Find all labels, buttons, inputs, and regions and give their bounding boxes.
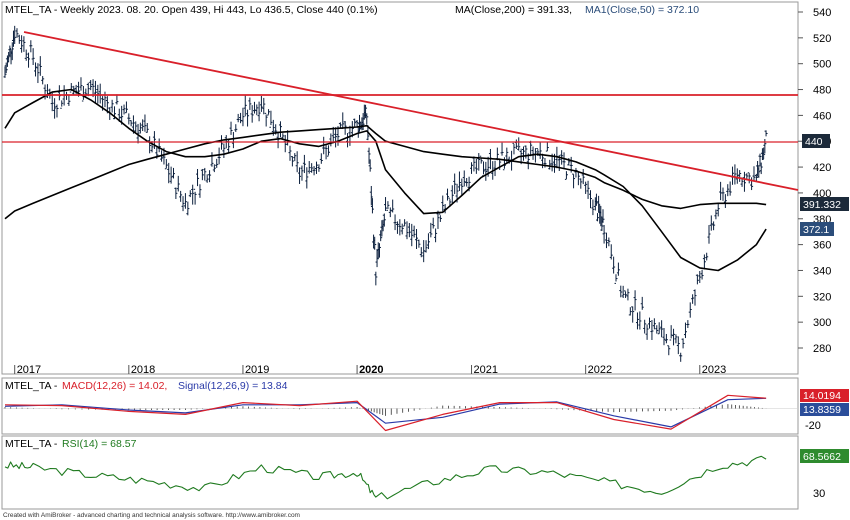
svg-text:372.1: 372.1 [803, 224, 829, 236]
ma200-badge: 391.332 [800, 197, 849, 211]
price-pane-frame [1, 1, 799, 375]
macd-label: MACD(12,26) = 14.02, [62, 380, 167, 392]
y-tick-label: 500 [813, 59, 831, 71]
downtrend-line [23, 31, 799, 191]
macd-pane-frame [1, 377, 799, 435]
x-tick-label: 2019 [245, 364, 269, 376]
svg-text:440: 440 [805, 136, 823, 148]
y-tick-label: 280 [813, 343, 831, 355]
price-badge: 440 [802, 134, 830, 148]
svg-text:13.8359: 13.8359 [803, 404, 841, 416]
y-tick-label: 300 [813, 317, 831, 329]
x-tick-label: 2023 [702, 364, 726, 376]
price-series [3, 25, 768, 362]
y-tick-label: 400 [813, 188, 831, 200]
y-tick-label: 520 [813, 33, 831, 45]
rsi-pane: MTEL_TA - RSI(14) = 68.57 30 68.5662 [1, 435, 849, 510]
signal-badge: 13.8359 [800, 403, 849, 416]
time-x-axis: 2017 2018 2019 2020 2021 2022 2023 [14, 364, 726, 376]
ma200-label: MA(Close,200) = 391.33, [455, 4, 572, 16]
rsi-line [4, 455, 767, 500]
footer-credit: Created with AmiBroker - advanced charti… [3, 512, 300, 519]
x-tick-label: 2021 [474, 364, 498, 376]
x-tick-label: 2017 [17, 364, 41, 376]
svg-text:391.332: 391.332 [803, 199, 841, 211]
signal-line [4, 397, 767, 428]
ma200-line [4, 124, 767, 220]
y-tick-label: 460 [813, 110, 831, 122]
x-tick-label: 2018 [131, 364, 155, 376]
price-title: MTEL_TA - Weekly 2023. 08. 20. Open 439,… [5, 4, 378, 16]
ma50-badge: 372.1 [800, 222, 834, 236]
y-tick-label: 340 [813, 265, 831, 277]
macd-y-tick: -20 [805, 420, 821, 432]
y-tick-label: 480 [813, 85, 831, 97]
macd-title-prefix: MTEL_TA - [5, 380, 58, 392]
ma50-line [4, 88, 767, 272]
macd-badge: 14.0194 [800, 389, 849, 402]
price-pane: MTEL_TA - Weekly 2023. 08. 20. Open 439,… [1, 1, 849, 376]
rsi-title-prefix: MTEL_TA - [5, 438, 58, 450]
rsi-badge: 68.5662 [800, 449, 849, 463]
ma50-label: MA1(Close,50) = 372.10 [585, 4, 699, 16]
signal-label: Signal(12,26,9) = 13.84 [178, 380, 288, 392]
y-tick-label: 320 [813, 291, 831, 303]
rsi-label: RSI(14) = 68.57 [62, 438, 137, 450]
svg-text:14.0194: 14.0194 [803, 390, 841, 402]
x-tick-label: 2020 [359, 364, 383, 376]
macd-series [2, 394, 798, 432]
y-tick-label: 540 [813, 7, 831, 19]
x-tick-label: 2022 [588, 364, 612, 376]
y-tick-label: 420 [813, 162, 831, 174]
macd-line [4, 394, 767, 432]
rsi-y-tick: 30 [813, 488, 825, 500]
rsi-pane-frame [1, 435, 799, 510]
macd-pane: MTEL_TA - MACD(12,26) = 14.02, Signal(12… [1, 377, 849, 435]
rsi-series [4, 455, 767, 500]
y-tick-label: 360 [813, 240, 831, 252]
svg-text:68.5662: 68.5662 [803, 451, 841, 463]
